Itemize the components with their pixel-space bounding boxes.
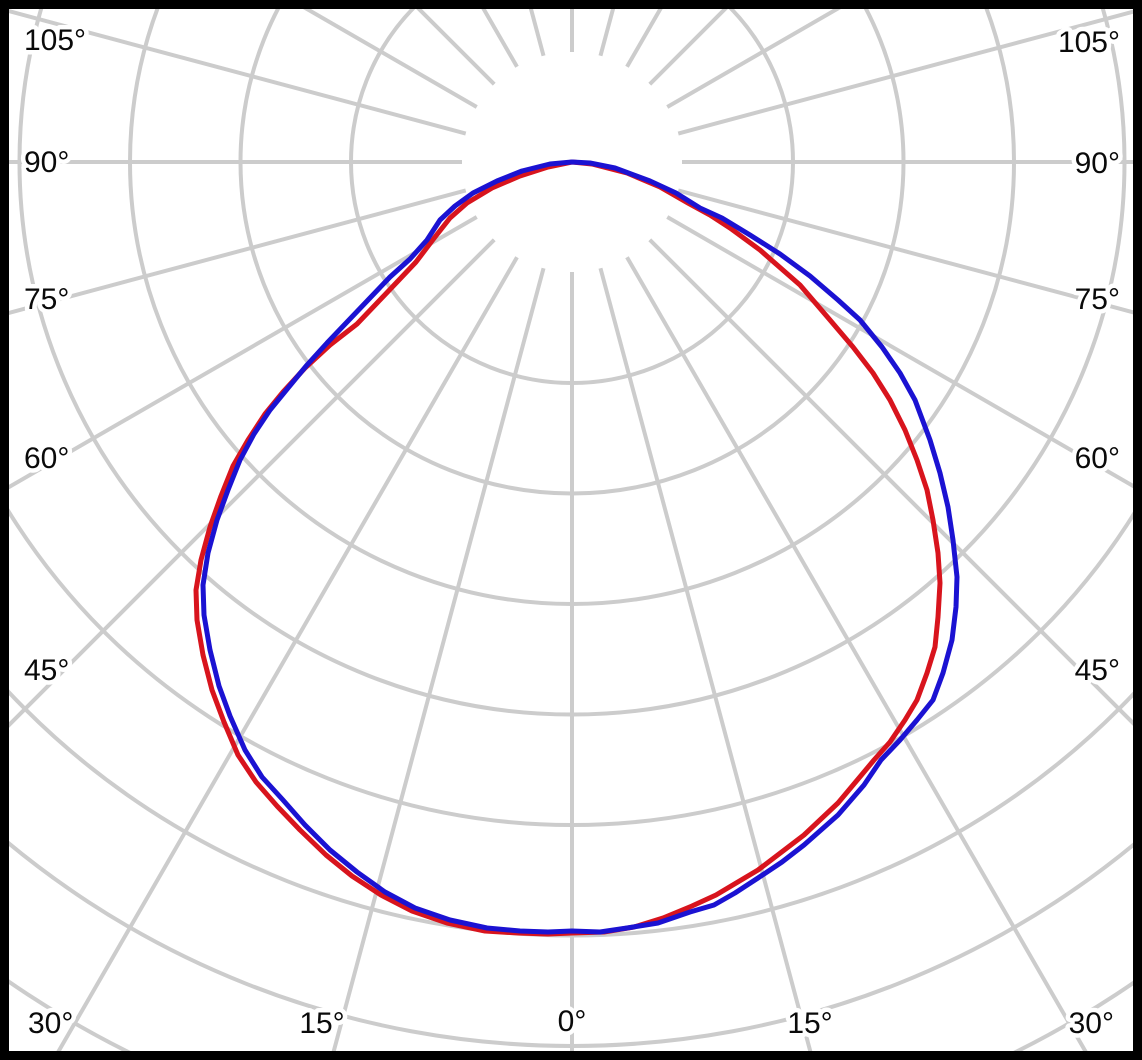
angle-label: 105° <box>24 24 86 57</box>
angle-label: 30° <box>28 1007 73 1040</box>
grid-ray <box>7 238 496 730</box>
angle-label: 105° <box>1058 26 1120 59</box>
angle-label: 30° <box>1069 1007 1114 1040</box>
grid-ray <box>666 215 1135 490</box>
angle-label: 60° <box>1075 442 1120 475</box>
angle-label: 45° <box>24 654 69 687</box>
grid-ray <box>666 7 845 109</box>
grid-ray <box>648 238 1135 728</box>
grid-ray <box>7 215 478 491</box>
angle-label: 75° <box>1075 283 1120 316</box>
grid-ray <box>677 9 1135 136</box>
angle-label: 15° <box>299 1007 344 1040</box>
grid-ray <box>331 267 546 1053</box>
angle-label: 0° <box>558 1005 587 1038</box>
intensity-curve-layer <box>193 159 960 937</box>
grid-ray <box>55 256 519 1053</box>
grid-ray <box>299 7 478 109</box>
angle-label: 60° <box>24 442 69 475</box>
grid-ray <box>7 8 467 136</box>
angle-label: 15° <box>787 1007 832 1040</box>
angle-label-layer: 105° 90° 75° 60° 45° 105° 90° 75° 60° 45° 30° 15° 0°… <box>20 20 1125 1045</box>
grid-ray <box>7 188 467 316</box>
curve-blue <box>200 159 960 935</box>
angle-label: 90° <box>24 146 69 179</box>
angle-label: 45° <box>1075 654 1120 687</box>
grid-ray <box>677 188 1135 315</box>
grid-ray <box>598 267 813 1053</box>
angle-label: 90° <box>1075 147 1120 180</box>
angle-label: 75° <box>24 283 69 316</box>
grid-ray <box>625 256 1089 1053</box>
